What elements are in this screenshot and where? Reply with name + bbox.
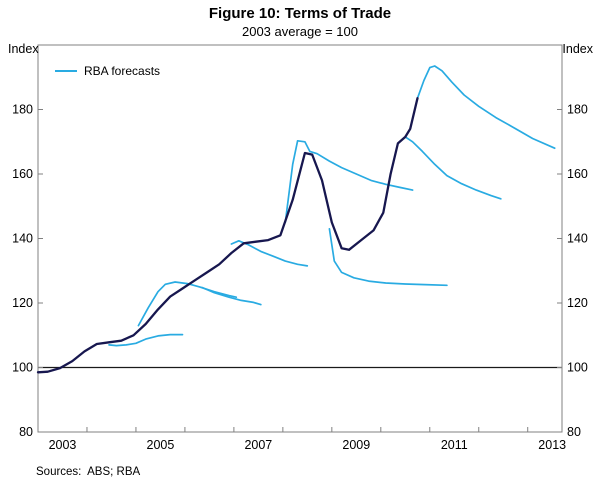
y-tick-label-right: 180: [567, 103, 588, 117]
plot-border: [37, 44, 563, 433]
figure-subtitle: 2003 average = 100: [241, 24, 359, 39]
y-tick-label-left: 140: [12, 232, 33, 246]
series-forecast-2004: [108, 333, 184, 347]
x-tick-label: 2007: [244, 438, 272, 452]
forecast-line-swatch-icon: [55, 70, 77, 72]
y-axis-unit-left: Index: [8, 42, 39, 56]
series-forecast-2007: [230, 239, 309, 267]
y-tick-label-right: 140: [567, 232, 588, 246]
y-tick-label-left: 180: [12, 103, 33, 117]
y-tick-label-right: 100: [567, 361, 588, 375]
y-tick-label-right: 80: [567, 425, 581, 439]
x-tick-label: 2013: [538, 438, 566, 452]
legend: RBA forecasts: [55, 64, 160, 78]
y-axis-unit-right: Index: [562, 42, 593, 56]
series-forecast-2006: [201, 286, 262, 306]
y-tick-label-right: 120: [567, 296, 588, 310]
y-tick-label-left: 160: [12, 167, 33, 181]
y-tick-label-left: 80: [19, 425, 33, 439]
series-forecast-2009: [328, 227, 448, 287]
x-tick-label: 2005: [147, 438, 175, 452]
series-forecast-2010-early: [404, 136, 502, 200]
series-forecast-2008: [284, 139, 414, 224]
legend-label: RBA forecasts: [84, 64, 161, 78]
series-forecast-2005: [137, 281, 238, 327]
y-tick-label-left: 100: [12, 361, 33, 375]
figure-title: Figure 10: Terms of Trade: [208, 5, 392, 22]
y-tick-label-left: 120: [12, 296, 33, 310]
y-tick-label-right: 160: [567, 167, 588, 181]
x-tick-label: 2003: [49, 438, 77, 452]
x-tick-label: 2009: [342, 438, 370, 452]
sources-note: Sources: ABS; RBA: [36, 466, 141, 478]
series-terms-of-trade-actual: [36, 97, 419, 374]
series-forecast-2010-latest: [416, 65, 556, 150]
x-tick-label: 2011: [441, 438, 468, 452]
